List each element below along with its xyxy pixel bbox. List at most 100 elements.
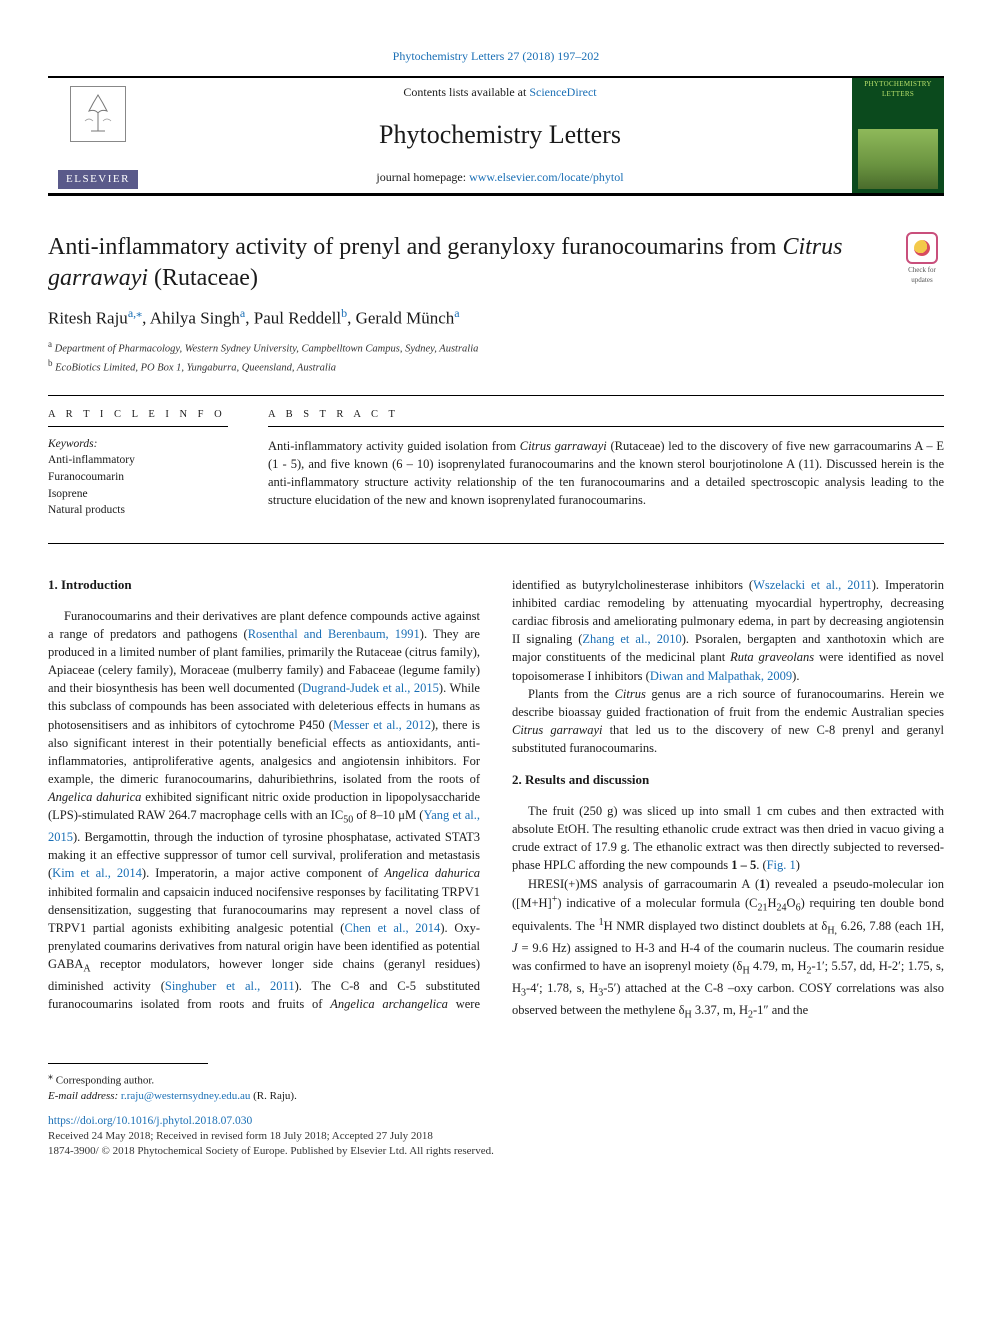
p1em1: Angelica dahurica [48, 790, 141, 804]
p3em1: Citrus [615, 687, 646, 701]
cover-label: PHYTOCHEMISTRY LETTERS [854, 80, 942, 99]
p1f: of 8–10 μM ( [353, 808, 423, 822]
p1sub2: A [83, 964, 90, 975]
p3a: Plants from the [528, 687, 615, 701]
ref-wszelacki[interactable]: Wszelacki et al., 2011 [753, 578, 872, 592]
affiliation-a-text: Department of Pharmacology, Western Sydn… [55, 344, 479, 355]
ref-kim[interactable]: Kim et al., 2014 [52, 866, 142, 880]
journal-banner: ELSEVIER Contents lists available at Sci… [48, 76, 944, 196]
p5sub5: H [742, 966, 749, 977]
banner-left: ELSEVIER [48, 78, 148, 193]
corresponding-email-link[interactable]: r.raju@westernsydney.edu.au [121, 1090, 250, 1102]
check-updates-badge[interactable]: Check for updates [900, 232, 944, 285]
author-4-affil[interactable]: a [454, 306, 459, 320]
keywords-label: Keywords: [48, 437, 250, 453]
ref-singhuber[interactable]: Singhuber et al., 2011 [165, 979, 295, 993]
homepage-link[interactable]: www.elsevier.com/locate/phytol [469, 170, 624, 184]
contents-line: Contents lists available at ScienceDirec… [403, 84, 596, 100]
affiliation-b-text: EcoBiotics Limited, PO Box 1, Yungaburra… [55, 363, 336, 374]
article-info-label: A R T I C L E I N F O [48, 408, 250, 422]
ref-dugrand[interactable]: Dugrand-Judek et al., 2015 [302, 681, 439, 695]
banner-mid: Contents lists available at ScienceDirec… [148, 78, 852, 193]
author-2: Ahilya Singh [150, 308, 240, 327]
p5h: H NMR displayed two distinct doublets at… [604, 919, 828, 933]
keyword-2: Furanocoumarin [48, 469, 250, 486]
abs-em1: Citrus garrawayi [520, 439, 607, 453]
doi-link[interactable]: https://doi.org/10.1016/j.phytol.2018.07… [48, 1113, 944, 1129]
abstract-text: Anti-inflammatory activity guided isolat… [268, 437, 944, 510]
p1em2: Angelica dahurica [384, 866, 480, 880]
journal-name: Phytochemistry Letters [379, 117, 621, 152]
corresponding-author: ⁎ Corresponding author. [48, 1070, 944, 1089]
p5sub9: H [685, 1010, 692, 1021]
p5sub2: 24 [777, 902, 787, 913]
p3em2: Citrus garrawayi [512, 723, 602, 737]
p5o: 3.37, m, H [692, 1003, 748, 1017]
p5sub1: 21 [758, 902, 768, 913]
p5a: HRESI(+)MS analysis of garracoumarin A ( [528, 877, 759, 891]
footer-block: ⁎ Corresponding author. E-mail address: … [48, 1063, 944, 1159]
email-name: (R. Raju). [253, 1090, 297, 1102]
sciencedirect-link[interactable]: ScienceDirect [529, 85, 596, 99]
copyright-line: 1874-3900/ © 2018 Phytochemical Society … [48, 1144, 944, 1159]
journal-homepage: journal homepage: www.elsevier.com/locat… [376, 169, 623, 185]
received-dates: Received 24 May 2018; Received in revise… [48, 1129, 944, 1144]
ref-zhang[interactable]: Zhang et al., 2010 [582, 632, 681, 646]
info-abstract-block: A R T I C L E I N F O Keywords: Anti-inf… [48, 395, 944, 544]
body-columns: 1. Introduction Furanocoumarins and thei… [48, 576, 944, 1023]
header-citation: Phytochemistry Letters 27 (2018) 197–202 [48, 48, 944, 64]
p4b: 1 – 5 [731, 858, 756, 872]
author-1-corr[interactable]: ⁎ [136, 306, 142, 320]
crossmark-icon [906, 232, 938, 264]
results-para-1: The fruit (250 g) was sliced up into sma… [512, 802, 944, 875]
keyword-3: Isoprene [48, 486, 250, 503]
author-1-affil[interactable]: a, [128, 306, 136, 320]
author-3-affil[interactable]: b [341, 306, 347, 320]
article-title: Anti-inflammatory activity of prenyl and… [48, 232, 884, 294]
ref-fig1[interactable]: Fig. 1 [767, 858, 796, 872]
footer-divider [48, 1063, 208, 1064]
p4d: ) [796, 858, 800, 872]
intro-heading: 1. Introduction [48, 576, 480, 595]
p1h: ). Imperatorin, a major active component… [142, 866, 384, 880]
p2e: ). [792, 669, 799, 683]
p5m: -4′; 1.78, s, H [526, 981, 598, 995]
p5e: H [768, 896, 777, 910]
email-line: E-mail address: r.raju@westernsydney.edu… [48, 1089, 944, 1104]
p5sub4: H, [827, 925, 837, 936]
affiliations: a Department of Pharmacology, Western Sy… [48, 338, 944, 376]
author-list: Ritesh Rajua,⁎, Ahilya Singha, Paul Redd… [48, 305, 944, 331]
keyword-1: Anti-inflammatory [48, 452, 250, 469]
results-heading: 2. Results and discussion [512, 771, 944, 790]
ref-rosenthal[interactable]: Rosenthal and Berenbaum, 1991 [248, 627, 420, 641]
info-rule [48, 426, 228, 427]
article-info-column: A R T I C L E I N F O Keywords: Anti-inf… [48, 396, 268, 543]
elsevier-tree-icon [70, 86, 126, 142]
ref-chen[interactable]: Chen et al., 2014 [344, 921, 440, 935]
ref-diwan[interactable]: Diwan and Malpathak, 2009 [650, 669, 792, 683]
author-2-affil[interactable]: a [240, 306, 245, 320]
results-para-2: HRESI(+)MS analysis of garracoumarin A (… [512, 875, 944, 1024]
keywords-list: Anti-inflammatory Furanocoumarin Isopren… [48, 452, 250, 519]
email-label: E-mail address: [48, 1090, 118, 1102]
p4a: The fruit (250 g) was sliced up into sma… [512, 804, 944, 872]
keyword-4: Natural products [48, 502, 250, 519]
header-citation-link[interactable]: Phytochemistry Letters 27 (2018) 197–202 [393, 49, 600, 63]
p5k: 4.79, m, H [750, 959, 807, 973]
author-1: Ritesh Raju [48, 308, 128, 327]
author-3: Paul Reddell [254, 308, 341, 327]
p2em1: Angelica archangelica [330, 997, 448, 1011]
ref-messer[interactable]: Messer et al., 2012 [333, 718, 431, 732]
p5f: O [787, 896, 796, 910]
abstract-label: A B S T R A C T [268, 408, 944, 422]
title-post: (Rutaceae) [148, 265, 258, 291]
abstract-rule [268, 426, 944, 427]
corr-text: Corresponding author. [56, 1075, 154, 1087]
cover-trees-icon [858, 129, 938, 189]
p2em2: Ruta graveolans [730, 650, 814, 664]
p5p: -1″ and the [753, 1003, 808, 1017]
intro-para-2: Plants from the Citrus genus are a rich … [512, 685, 944, 758]
author-4: Gerald Münch [356, 308, 455, 327]
title-row: Anti-inflammatory activity of prenyl and… [48, 232, 944, 294]
homepage-prefix: journal homepage: [376, 170, 469, 184]
